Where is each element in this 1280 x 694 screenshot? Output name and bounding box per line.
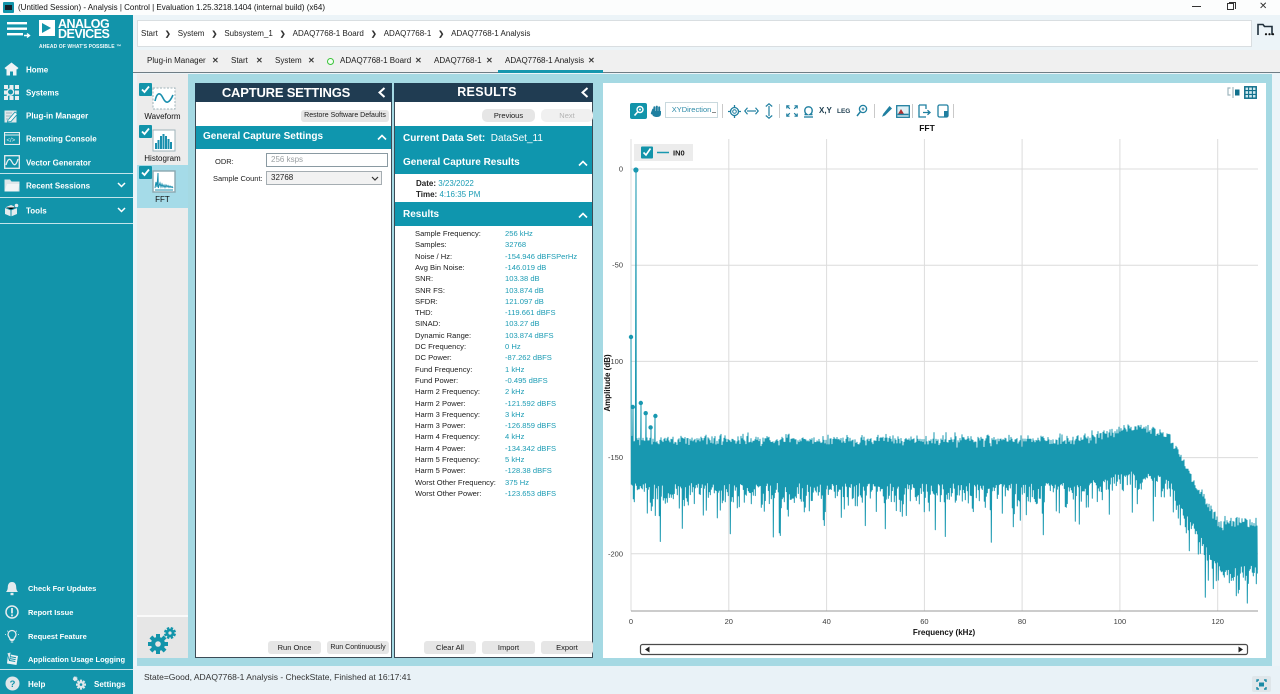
svg-text:60: 60 bbox=[920, 617, 928, 626]
svg-text:IN0: IN0 bbox=[673, 149, 685, 158]
svg-text:-100: -100 bbox=[608, 357, 623, 366]
svg-text:120: 120 bbox=[1211, 617, 1224, 626]
svg-text:0: 0 bbox=[629, 617, 633, 626]
svg-text:Frequency (kHz): Frequency (kHz) bbox=[913, 628, 976, 637]
svg-text:40: 40 bbox=[822, 617, 830, 626]
svg-text:-50: -50 bbox=[612, 261, 623, 270]
svg-text:?: ? bbox=[10, 679, 16, 690]
svg-text:-200: -200 bbox=[608, 549, 623, 558]
svg-text:20: 20 bbox=[725, 617, 733, 626]
svg-text:80: 80 bbox=[1018, 617, 1026, 626]
svg-text:</>: </> bbox=[7, 138, 16, 144]
svg-text:-150: -150 bbox=[608, 453, 623, 462]
svg-text:0: 0 bbox=[619, 165, 623, 174]
svg-text:100: 100 bbox=[1114, 617, 1127, 626]
svg-text:FFT: FFT bbox=[919, 123, 935, 133]
svg-text:Amplitude (dB): Amplitude (dB) bbox=[603, 354, 612, 412]
